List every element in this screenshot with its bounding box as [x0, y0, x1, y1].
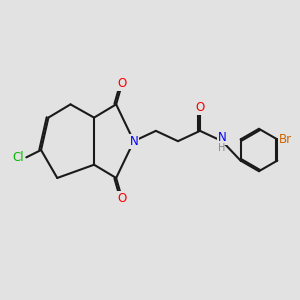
Text: N: N: [129, 135, 138, 148]
Text: O: O: [117, 192, 127, 205]
Text: Cl: Cl: [13, 151, 24, 164]
Text: O: O: [117, 77, 127, 90]
Text: H: H: [218, 142, 226, 153]
Text: O: O: [195, 101, 205, 114]
Text: N: N: [218, 131, 226, 144]
Text: Br: Br: [279, 133, 292, 146]
